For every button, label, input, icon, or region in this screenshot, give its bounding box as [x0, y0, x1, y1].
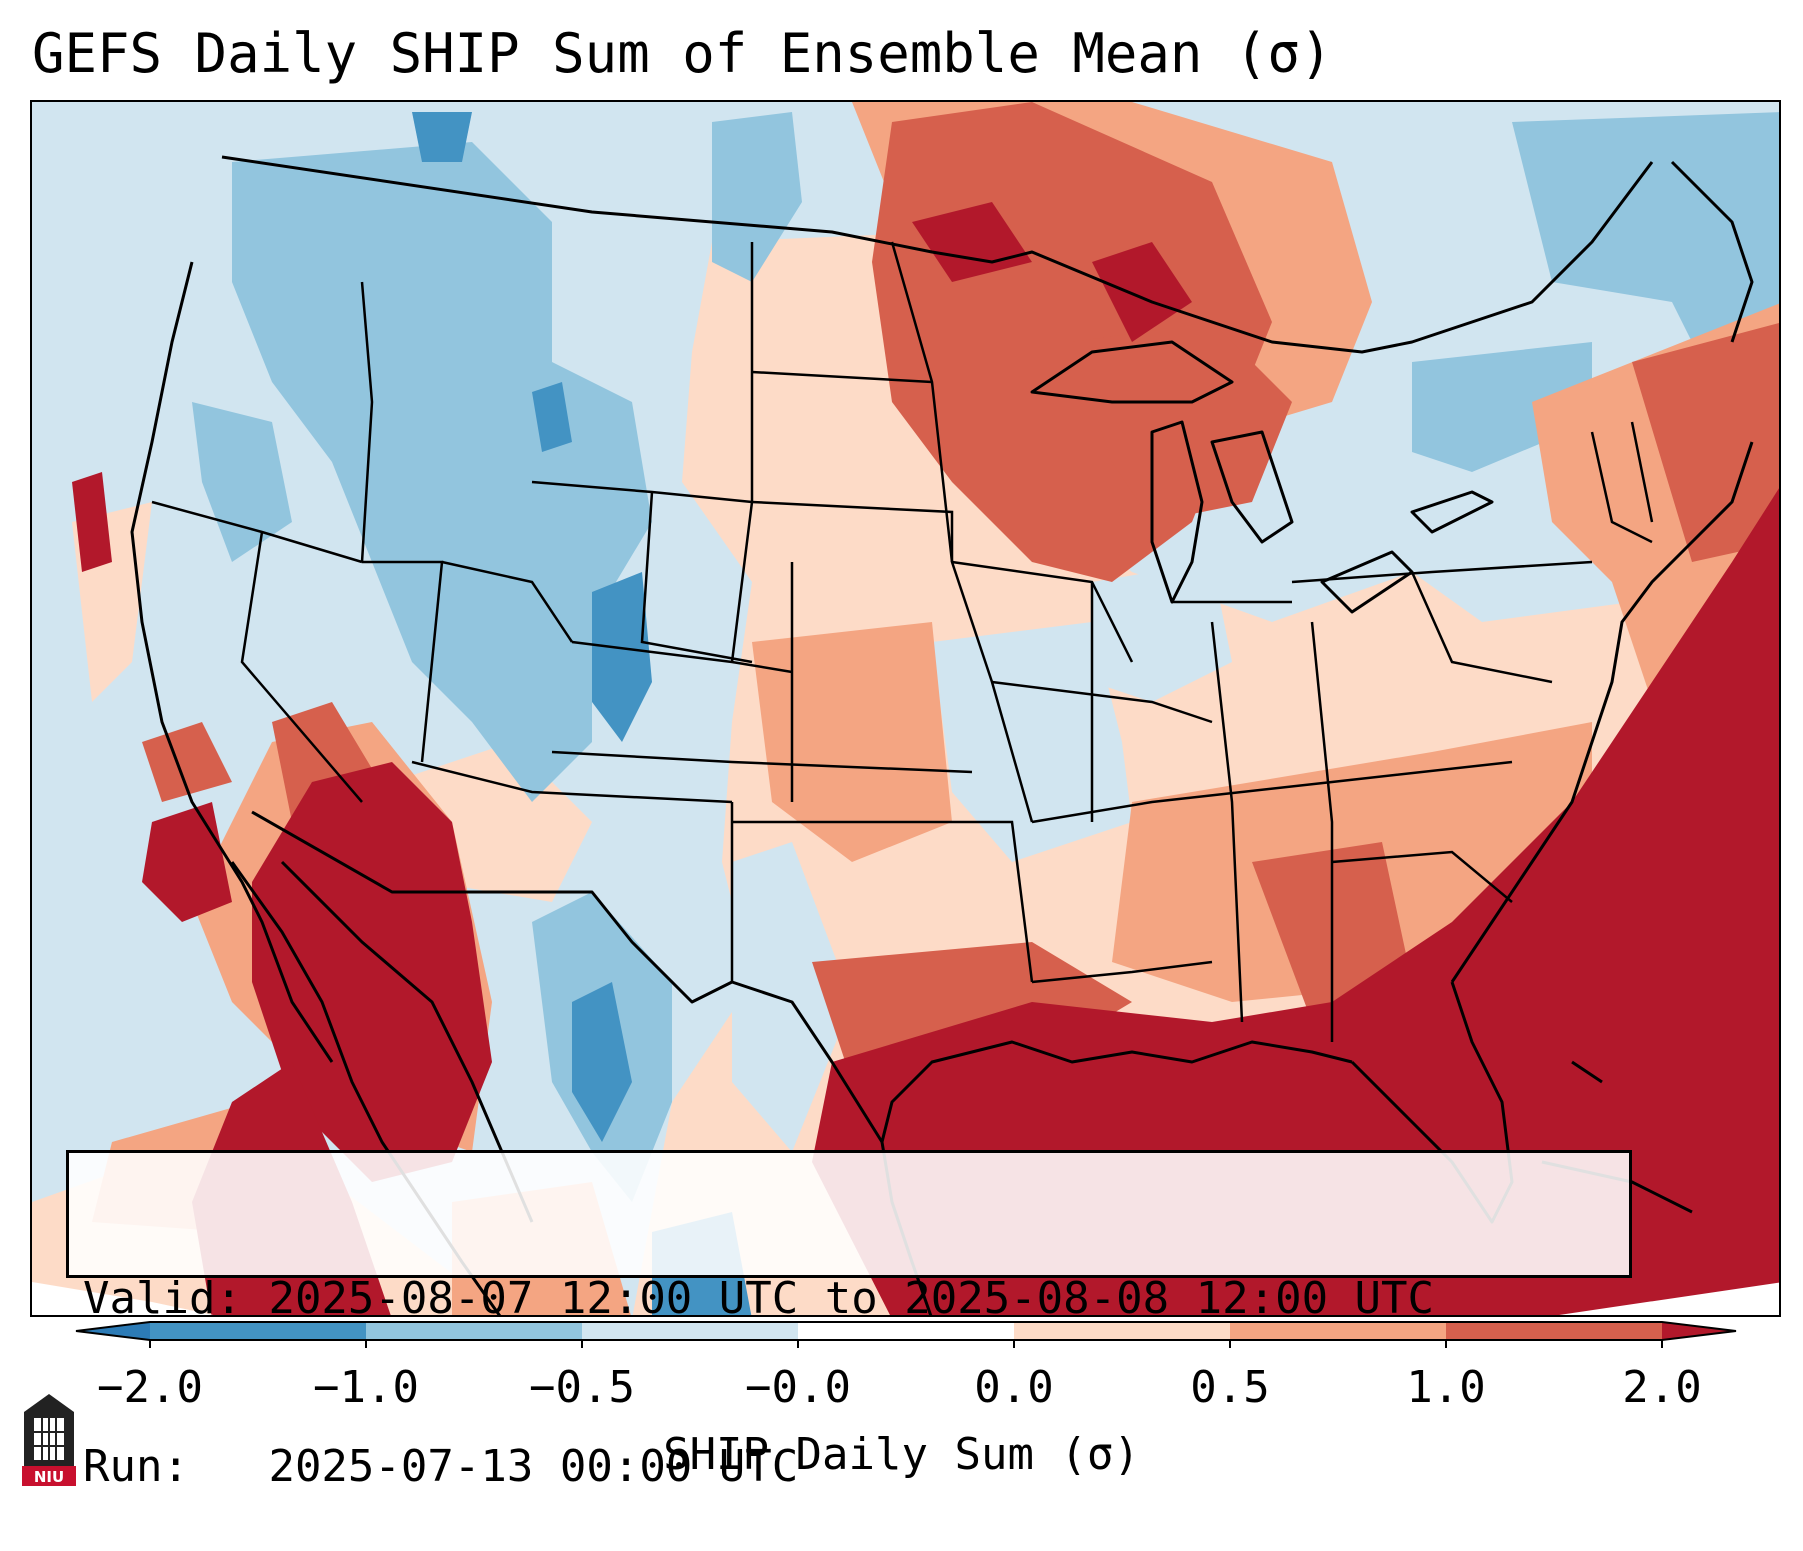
run-value: 2025-07-13 00:00 UTC	[268, 1441, 799, 1492]
svg-text:NIU: NIU	[34, 1468, 64, 1486]
valid-value: 2025-08-07 12:00 UTC to 2025-08-08 12:00…	[268, 1273, 1435, 1324]
colorbar-bin-5	[1014, 1322, 1230, 1340]
colorbar-bin-7	[1446, 1322, 1662, 1340]
colorbar-tick-label: −1.0	[313, 1362, 419, 1413]
off-domain-area-right	[1559, 1282, 1779, 1315]
colorbar-bin-3	[582, 1322, 798, 1340]
off-domain-area	[32, 1282, 214, 1315]
colorbar-tick-label: −0.0	[745, 1362, 851, 1413]
valid-label: Valid:	[83, 1273, 242, 1324]
valid-row: Valid: 2025-08-07 12:00 UTC to 2025-08-0…	[83, 1271, 1615, 1327]
colorbar-bin-6	[1230, 1322, 1446, 1340]
state-boundaries	[151, 241, 1654, 1042]
colorbar-bin-2	[366, 1322, 582, 1340]
run-row: Run: 2025-07-13 00:00 UTC	[83, 1439, 1615, 1495]
colorbar-tick-label: −2.0	[97, 1362, 203, 1413]
colorbar-bin-1	[150, 1322, 366, 1340]
colorbar	[75, 1321, 1737, 1348]
colorbar-ticks	[149, 1340, 1663, 1348]
colorbar-tick-label: 0.5	[1190, 1362, 1270, 1413]
colorbar-bin-4	[798, 1322, 1014, 1340]
colorbar-label: SHIP Daily Sum (σ)	[663, 1429, 1140, 1480]
map-panel	[30, 100, 1781, 1317]
colorbar-tick-label: 0.0	[974, 1362, 1054, 1413]
map-title: GEFS Daily SHIP Sum of Ensemble Mean (σ)	[32, 22, 1333, 85]
colorbar-extend-low	[76, 1322, 150, 1340]
run-label: Run:	[83, 1441, 189, 1492]
anomaly-field-neg-0.5-to-0-pockets	[732, 562, 1232, 1152]
niu-logo-icon: NIU	[22, 1394, 76, 1486]
ship-anomaly-map	[32, 102, 1779, 1315]
valid-run-info-box: Valid: 2025-08-07 12:00 UTC to 2025-08-0…	[66, 1150, 1632, 1492]
colorbar-extend-high	[1662, 1322, 1736, 1340]
colorbar-tick-label: 2.0	[1622, 1362, 1702, 1413]
colorbar-tick-label: 1.0	[1406, 1362, 1486, 1413]
colorbar-tick-label: −0.5	[529, 1362, 635, 1413]
